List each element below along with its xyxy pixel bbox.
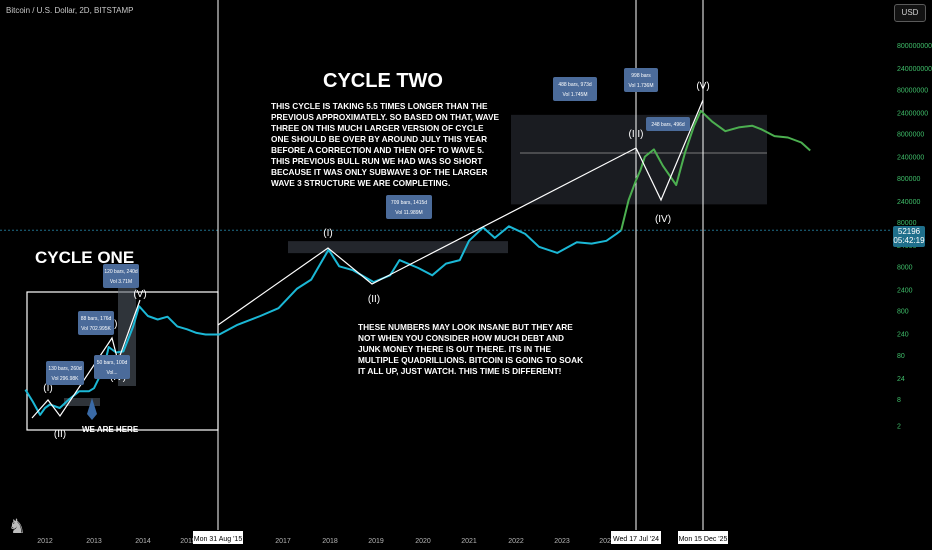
wave-label-cycle2: (II) [368,294,380,305]
cycle-two-note-line: BEFORE A CORRECTION AND THEN OFF TO WAVE… [271,145,484,155]
price-series-line [24,225,622,416]
info-box [553,77,597,101]
symbol-title: Bitcoin / U.S. Dollar, 2D, BITSTAMP [6,6,134,15]
wave-label-cycle2: (IV) [655,214,671,225]
y-tick-label: 2 [897,424,901,431]
y-tick-label: 8 [897,397,901,404]
projection-series-line [620,109,811,231]
info-box-line1: 88 bars, 176d [81,316,112,322]
info-box-line2: Vol... [106,370,117,376]
wave-label-cycle1: (V) [133,289,146,300]
cycle-two-note-line: BECAUSE IT WAS ONLY SUBWAVE 3 OF THE LAR… [271,167,488,177]
date-marker-box [678,531,728,544]
x-tick-label: 2021 [461,538,477,545]
x-tick-label: 2024 [599,538,615,545]
info-box-line2: Vol 1.736M [628,83,653,89]
x-tick-label: 2018 [322,538,338,545]
date-marker-label: Mon 15 Dec '25 [679,536,728,543]
info-box-line1: 50 bars, 100d [97,360,128,366]
y-tick-label: 80 [897,353,905,360]
x-tick-label: 2020 [415,538,431,545]
numbers-note-line: IT ALL UP, JUST WATCH. THIS TIME IS DIFF… [358,366,561,376]
cycle-two-note-line: ONE SHOULD BE OVER BY AROUND JULY THIS Y… [271,134,487,144]
cycle-one-title: CYCLE ONE [35,248,134,267]
info-box-line1: 709 bars, 1415d [391,200,427,206]
cycle2-wave-zigzag [217,99,704,326]
cycle-two-note-line: THIS PREVIOUS BULL RUN WE HAD WAS SO SHO… [271,156,482,166]
we-are-here-label: WE ARE HERE [82,425,139,434]
y-tick-label: 24000000 [897,110,928,117]
info-box [103,264,139,288]
x-tick-label: 2014 [135,538,151,545]
y-tick-label: 240000 [897,199,920,206]
cycle-two-title: CYCLE TWO [323,70,443,92]
current-price-value: 52196 [897,227,921,236]
date-marker-box [611,531,661,544]
x-tick-label: 2022 [508,538,524,545]
cycle1-wave-zigzag [31,299,141,419]
range-box-cycle2-wave1 [288,241,508,254]
bar-countdown: 05:42:19 [893,236,925,245]
info-box [386,195,432,219]
numbers-note-line: MULTIPLE QUADRILLIONS. BITCOIN IS GOING … [358,355,583,365]
x-tick-label: 2017 [275,538,291,545]
y-tick-label: 8000 [897,264,913,271]
wave-label-cycle2: (I) [323,228,332,239]
info-box-line1: 488 bars, 973d [558,82,592,88]
y-tick-label: 800 [897,309,909,316]
x-tick-label: 2019 [368,538,384,545]
cycle-two-note-line: PREVIOUS APPROXIMATELY. SO BASED ON THAT… [271,112,500,122]
info-box-line2: Vol 11.989M [395,210,422,216]
wave-label-cycle1: (I) [43,383,52,394]
y-tick-label: 240000000 [897,66,932,73]
info-box [94,355,130,379]
y-tick-label: 2400 [897,287,913,294]
y-tick-label: 8000000 [897,132,924,139]
cycle-two-note-line: WAVE 3 STRUCTURE WE ARE COMPLETING. [271,178,450,188]
y-tick-label: 240 [897,332,909,339]
info-box-line2: Vol 3.71M [110,279,132,285]
cycle-two-note-line: THREE ON THIS MUCH LARGER VERSION OF CYC… [271,123,484,133]
tradingview-logo-icon: ♞ [8,516,26,538]
y-tick-label: 800000000 [897,43,932,50]
y-tick-label: 80000 [897,220,917,227]
cycle1-range-shade-small [64,398,100,406]
info-box [46,361,84,385]
currency-button[interactable]: USD [894,4,926,22]
date-marker-label: Mon 31 Aug '15 [194,536,243,543]
info-box [624,68,658,92]
info-box-line1: 130 bars, 260d [48,366,82,372]
x-tick-label: 2013 [86,538,102,545]
info-box-line1: 248 bars, 496d [651,122,685,128]
y-tick-label: 24 [897,376,905,383]
wave-label-cycle1: (II) [54,429,66,440]
x-tick-label: 2015 [180,538,196,545]
x-tick-label: 2012 [37,538,53,545]
current-price-badge: 52196 05:42:19 [893,226,925,247]
date-marker-box [193,531,243,544]
y-tick-label: 800000 [897,176,920,183]
numbers-note-line: THESE NUMBERS MAY LOOK INSANE BUT THEY A… [358,322,573,332]
y-tick-label: 80000000 [897,87,928,94]
wave-label-cycle2: (III) [629,129,644,140]
numbers-note-line: NOT WHEN YOU CONSIDER HOW MUCH DEBT AND [358,333,564,343]
y-tick-label: 2400000 [897,155,924,162]
info-box-line1: 998 bars [631,73,651,79]
date-marker-label: Wed 17 Jul '24 [613,536,659,543]
info-box [78,311,114,335]
info-box-line2: Vol 1.745M [562,92,587,98]
info-box [646,117,690,131]
wave-label-cycle2: (V) [696,81,709,92]
cycle-two-note-line: THIS CYCLE IS TAKING 5.5 TIMES LONGER TH… [271,101,488,111]
info-box-line2: Vol 296.98K [52,376,80,382]
we-are-here-arrow-icon [87,398,97,420]
info-box-line1: 120 bars, 240d [104,269,138,275]
numbers-note-line: JUNK MONEY THERE IS OUT THERE. ITS IN TH… [358,344,551,354]
info-box-line2: Vol 702.995K [81,326,111,332]
x-tick-label: 2023 [554,538,570,545]
